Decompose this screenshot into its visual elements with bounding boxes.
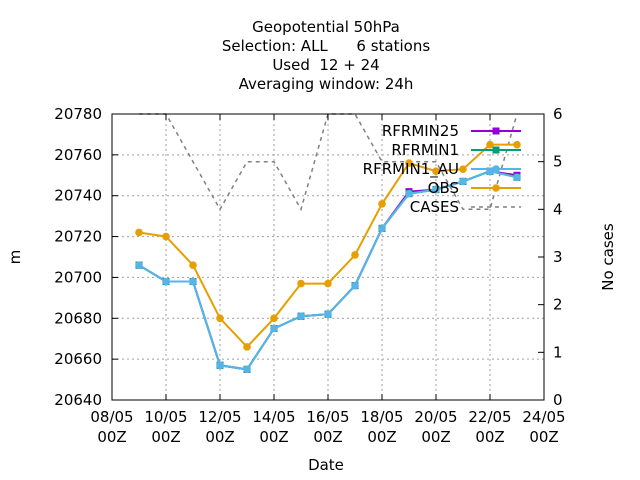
data-point: [459, 165, 467, 173]
legend-label: RFRMIN25: [382, 122, 459, 140]
legend-label: RFRMIN1_AU: [363, 160, 459, 179]
data-point: [513, 140, 521, 149]
y2-axis-label: No cases: [599, 223, 617, 291]
x-tick-label: 12/05: [198, 408, 241, 426]
y-tick-label: 20640: [54, 391, 102, 409]
y2-tick-label: 1: [553, 343, 563, 361]
data-point: [405, 189, 413, 198]
data-point: [513, 173, 521, 182]
x-tick-label: 18/05: [360, 408, 403, 426]
data-point: [189, 277, 197, 286]
y-tick-label: 20720: [54, 228, 102, 246]
series-cases: [139, 113, 518, 212]
series-rfrmin1-au: [135, 167, 521, 374]
data-point: [405, 159, 413, 167]
legend-swatch-marker: [492, 146, 500, 154]
data-point: [162, 232, 170, 241]
y2-tick-label: 5: [553, 153, 563, 171]
data-point: [324, 310, 332, 319]
data-point: [135, 228, 143, 237]
x-tick-label: 24/05: [522, 408, 565, 426]
legend-label: OBS: [428, 179, 459, 197]
x-tick-label: 00Z: [475, 428, 504, 446]
data-point: [243, 343, 251, 351]
x-tick-label: 00Z: [205, 428, 234, 446]
data-point: [432, 167, 440, 175]
x-tick-label: 00Z: [97, 428, 126, 446]
x-tick-label: 22/05: [468, 408, 511, 426]
y2-tick-label: 4: [553, 200, 563, 218]
y-axis-label: m: [6, 250, 24, 265]
data-point: [459, 177, 467, 186]
data-point: [162, 277, 170, 286]
grid: [112, 114, 544, 400]
legend-item: OBS: [428, 179, 521, 197]
y-tick-label: 20740: [54, 187, 102, 205]
x-tick-label: 08/05: [90, 408, 133, 426]
title-line-2: Selection: ALL 6 stations: [222, 37, 430, 55]
title-line-3: Used 12 + 24: [272, 56, 379, 74]
x-tick-label: 00Z: [367, 428, 396, 446]
x-tick-label: 00Z: [421, 428, 450, 446]
x-axis-label: Date: [308, 456, 344, 474]
axes: 08/05 00Z 10/05 00Z 12/05 00Z 14/05 00Z 16/05 00Z…: [54, 105, 565, 446]
title-line-1: Geopotential 50hPa: [252, 18, 400, 36]
y-tick-label: 20760: [54, 146, 102, 164]
data-point: [378, 200, 386, 208]
x-tick-label: 16/05: [306, 408, 349, 426]
chart-title: Geopotential 50hPa Selection: ALL 6 stat…: [222, 18, 430, 93]
data-point: [243, 365, 251, 374]
legend-swatch-marker: [492, 165, 500, 173]
y2-tick-label: 6: [553, 105, 563, 123]
y-tick-label: 20700: [54, 268, 102, 286]
y2-tick-label: 3: [553, 248, 563, 266]
legend-swatch-marker: [492, 127, 500, 135]
title-line-4: Averaging window: 24h: [239, 75, 414, 93]
x-tick-label: 14/05: [252, 408, 295, 426]
plot-area: [135, 113, 521, 374]
y2-tick-label: 2: [553, 296, 563, 314]
data-point: [189, 261, 197, 269]
data-point: [270, 324, 278, 333]
x-tick-label: 20/05: [414, 408, 457, 426]
legend-swatch-marker: [492, 184, 500, 192]
data-point: [135, 261, 143, 269]
data-point: [216, 314, 224, 323]
x-tick-label: 00Z: [151, 428, 180, 446]
series-obs: [135, 140, 521, 351]
series-line: [139, 113, 518, 212]
data-point: [297, 312, 305, 321]
legend-item: RFRMIN1_AU: [363, 160, 521, 179]
data-point: [216, 361, 224, 370]
data-point: [351, 281, 359, 290]
y-tick-label: 20680: [54, 309, 102, 327]
y2-tick-label: 0: [553, 391, 563, 409]
data-point: [351, 251, 359, 259]
legend-label: RFRMIN1: [391, 141, 459, 159]
legend-label: CASES: [410, 198, 459, 216]
x-tick-label: 10/05: [144, 408, 187, 426]
x-tick-label: 00Z: [313, 428, 342, 446]
y-tick-label: 20660: [54, 350, 102, 368]
x-tick-label: 00Z: [259, 428, 288, 446]
data-point: [324, 279, 332, 288]
legend-item: RFRMIN25: [382, 122, 521, 140]
data-point: [297, 279, 305, 288]
x-tick-label: 00Z: [529, 428, 558, 446]
legend-item: RFRMIN1: [391, 141, 521, 159]
y-tick-label: 20780: [54, 105, 102, 123]
data-point: [432, 185, 440, 194]
plot-frame: [111, 113, 545, 401]
legend-item: CASES: [410, 198, 521, 216]
data-point: [486, 140, 494, 149]
data-point: [270, 314, 278, 323]
data-point: [378, 224, 386, 233]
